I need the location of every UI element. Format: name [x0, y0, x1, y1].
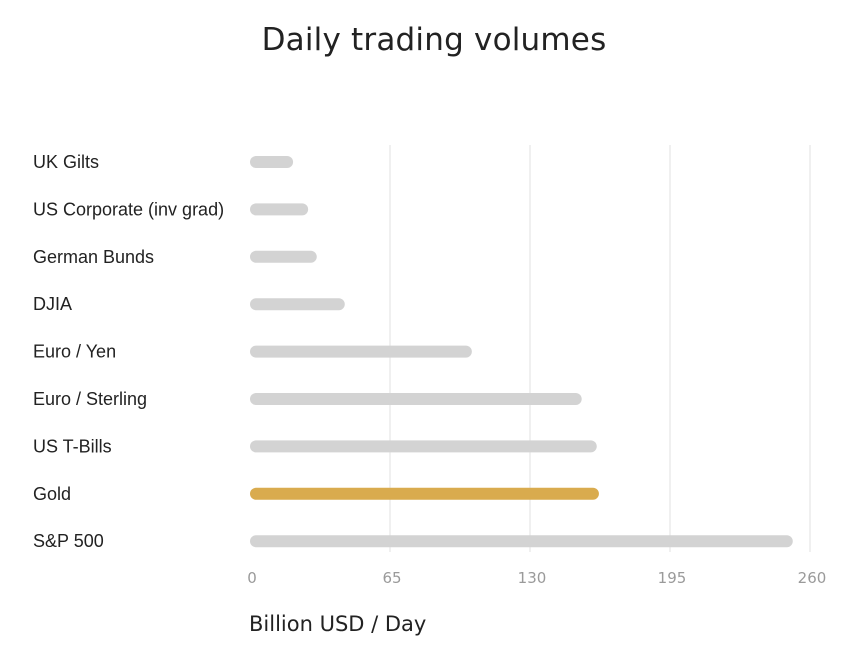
bar	[250, 393, 582, 405]
x-tick-label: 130	[518, 569, 547, 587]
y-category-label: UK Gilts	[33, 152, 99, 172]
y-category-label: Euro / Sterling	[33, 389, 147, 409]
bar	[250, 250, 317, 263]
bar	[250, 440, 597, 453]
y-category-label: Gold	[33, 484, 71, 504]
x-tick-label: 65	[382, 569, 401, 587]
y-category-label: S&P 500	[33, 531, 104, 551]
x-tick-label: 0	[247, 569, 257, 587]
bar	[250, 535, 793, 548]
y-category-label: US T-Bills	[33, 436, 112, 456]
bar	[250, 298, 345, 311]
x-tick-label: 195	[658, 569, 687, 587]
bar	[250, 487, 599, 500]
y-category-label: German Bunds	[33, 247, 154, 267]
bar	[250, 203, 309, 216]
y-category-label: US Corporate (inv grad)	[33, 199, 224, 219]
x-tick-label: 260	[798, 569, 827, 587]
bar	[250, 156, 294, 168]
chart-title: Daily trading volumes	[261, 22, 607, 58]
y-category-label: DJIA	[33, 294, 72, 314]
y-category-label: Euro / Yen	[33, 342, 116, 362]
bar	[250, 345, 472, 358]
x-axis-label: Billion USD / Day	[249, 612, 427, 636]
